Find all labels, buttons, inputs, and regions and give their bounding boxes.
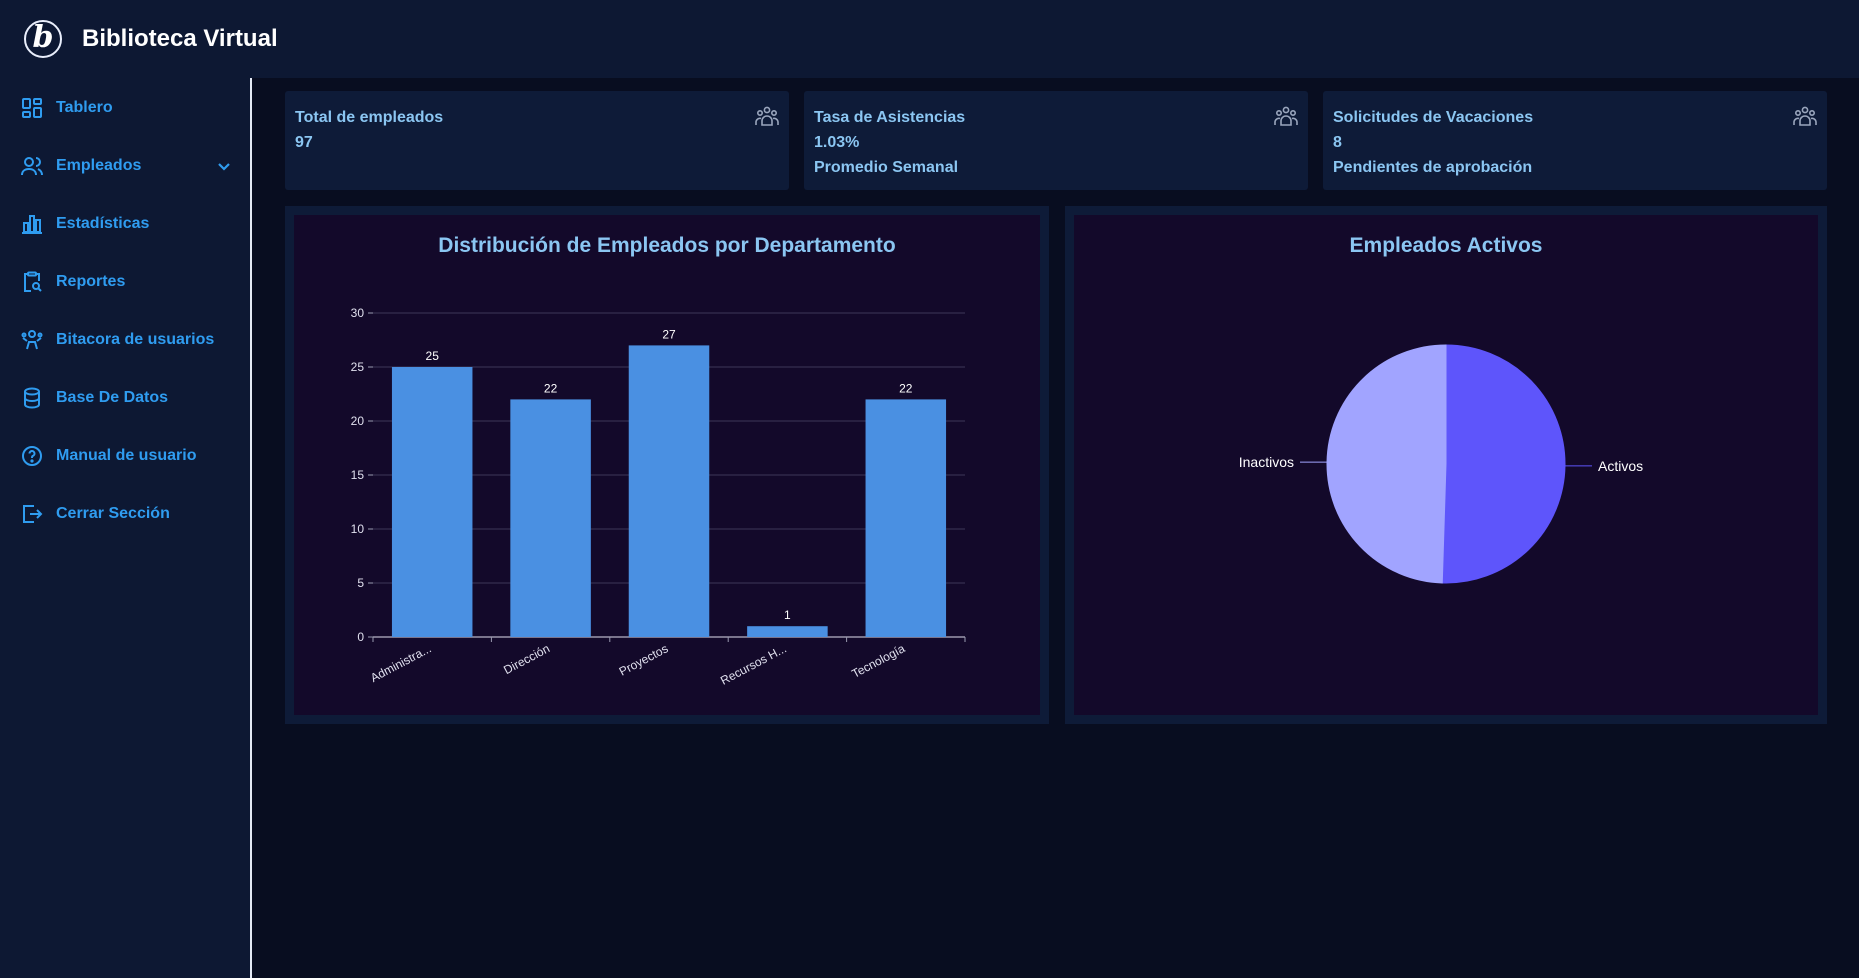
pie-chart-title: Empleados Activos — [1349, 234, 1543, 257]
x-tick-label: Tecnología — [849, 641, 907, 681]
sidebar-item-label: Base De Datos — [56, 389, 169, 406]
y-tick-label: 5 — [357, 576, 364, 590]
sidebar-item-label: Empleados — [56, 157, 142, 174]
pie-label: Inactivos — [1239, 454, 1294, 470]
sidebar-item-bitacora[interactable]: Bitacora de usuarios — [0, 320, 250, 360]
sidebar-item-label: Reportes — [56, 273, 126, 290]
database-icon — [20, 386, 44, 410]
sidebar-item-manual[interactable]: Manual de usuario — [0, 436, 250, 476]
bar — [747, 626, 828, 637]
app-logo: b — [24, 20, 62, 58]
y-tick-label: 30 — [351, 306, 365, 320]
card-value: 8 — [1333, 134, 1342, 151]
user-log-icon — [20, 328, 44, 352]
sidebar: Tablero Empleados Estadísticas Reportes … — [0, 78, 252, 978]
top-bar: b Biblioteca Virtual — [0, 0, 1859, 78]
sidebar-item-reportes[interactable]: Reportes — [0, 262, 250, 302]
bar — [391, 367, 473, 637]
card-subtitle: Promedio Semanal — [814, 159, 959, 176]
bar — [510, 399, 591, 637]
dashboard-icon — [20, 96, 44, 120]
sidebar-item-label: Tablero — [56, 99, 113, 116]
card-title: Total de empleados — [295, 109, 444, 126]
data-label: 27 — [662, 327, 676, 341]
sidebar-item-label: Estadísticas — [56, 215, 150, 232]
bar-chart-title: Distribución de Empleados por Departamen… — [438, 234, 896, 257]
sidebar-item-tablero[interactable]: Tablero — [0, 88, 250, 128]
sidebar-item-label: Cerrar Sección — [56, 505, 170, 522]
data-label: 25 — [426, 349, 440, 363]
sidebar-item-label: Bitacora de usuarios — [56, 331, 215, 348]
pie-chart-panel: Empleados Activos Activos Inactivos — [1065, 206, 1827, 724]
card-total-empleados: Total de empleados 97 — [285, 91, 789, 190]
y-tick-label: 0 — [357, 630, 364, 644]
sidebar-item-base-de-datos[interactable]: Base De Datos — [0, 378, 250, 418]
pie-label: Activos — [1598, 458, 1643, 474]
report-search-icon — [20, 270, 44, 294]
data-label: 22 — [544, 381, 558, 395]
card-value: 1.03% — [814, 134, 860, 151]
chevron-down-icon[interactable] — [214, 156, 234, 176]
card-title: Solicitudes de Vacaciones — [1333, 109, 1534, 126]
card-value: 97 — [295, 134, 313, 151]
sidebar-item-empleados[interactable]: Empleados — [0, 146, 250, 186]
sidebar-item-label: Manual de usuario — [56, 447, 197, 464]
card-tasa-asistencias: Tasa de Asistencias 1.03% Promedio Seman… — [804, 91, 1308, 190]
y-tick-label: 10 — [351, 522, 365, 536]
y-tick-label: 25 — [351, 360, 365, 374]
group-icon — [1793, 105, 1817, 127]
x-tick-label: Proyectos — [617, 641, 671, 678]
data-label: 22 — [899, 381, 913, 395]
app-title: Biblioteca Virtual — [82, 25, 278, 52]
y-tick-label: 20 — [351, 414, 365, 428]
users-icon — [20, 154, 44, 178]
sidebar-item-estadisticas[interactable]: Estadísticas — [0, 204, 250, 244]
group-icon — [1274, 105, 1298, 127]
bar — [628, 345, 710, 637]
pie-chart: Activos Inactivos — [1239, 344, 1643, 584]
bar-chart: 0 5 10 15 20 25 30 25 Administra... 22 Dirección 27… — [351, 306, 966, 688]
card-solicitudes-vacaciones: Solicitudes de Vacaciones 8 Pendientes d… — [1323, 91, 1827, 190]
x-tick-label: Administra... — [368, 641, 433, 685]
group-icon — [755, 105, 779, 127]
pie-slice — [1326, 344, 1447, 584]
bar-chart-panel: Distribución de Empleados por Departamen… — [285, 206, 1049, 724]
y-tick-label: 15 — [351, 468, 365, 482]
data-label: 1 — [784, 608, 791, 622]
card-subtitle: Pendientes de aprobación — [1333, 159, 1533, 176]
pie-slice — [1441, 344, 1566, 584]
x-tick-label: Dirección — [501, 641, 552, 677]
bar-chart-icon — [20, 212, 44, 236]
card-title: Tasa de Asistencias — [814, 109, 966, 126]
logout-icon — [20, 502, 44, 526]
sidebar-item-cerrar-sesion[interactable]: Cerrar Sección — [0, 494, 250, 534]
bar — [865, 399, 947, 637]
help-icon — [20, 444, 44, 468]
x-tick-label: Recursos H... — [718, 641, 789, 687]
